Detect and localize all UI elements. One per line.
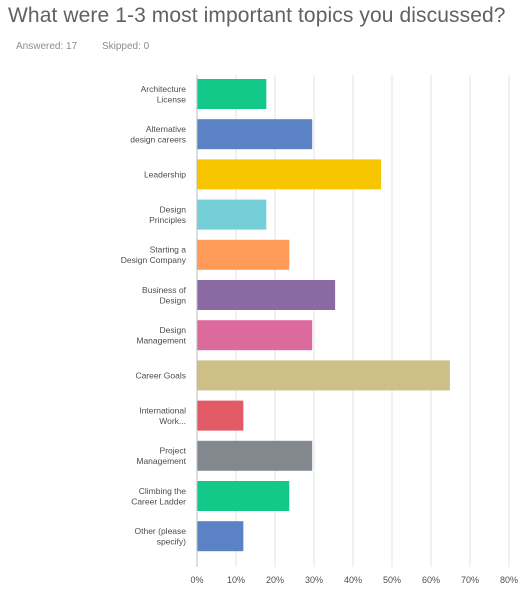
bar (197, 440, 313, 471)
bar (197, 79, 267, 109)
category-label: Career Goals (135, 370, 186, 380)
x-tick-label: 30% (305, 575, 323, 585)
x-tick-label: 70% (461, 575, 479, 585)
x-tick-label: 0% (190, 575, 203, 585)
category-label: International Work... (139, 405, 186, 426)
category-label: Leadership (144, 169, 186, 179)
bar (197, 280, 336, 310)
bar (197, 119, 313, 150)
response-summary: Answered: 17 Skipped: 0 (16, 41, 171, 52)
category-label: Architecture License (141, 84, 187, 105)
bar (197, 159, 382, 190)
category-label: Design Management (136, 325, 186, 346)
answered-count: Answered: 17 (16, 41, 78, 52)
category-label: Climbing the Career Ladder (131, 486, 186, 507)
category-label: Alternative design careers (130, 124, 186, 145)
bar (197, 521, 244, 552)
x-tick-label: 50% (383, 575, 401, 585)
skipped-count: Skipped: 0 (101, 41, 150, 52)
bar (197, 481, 290, 511)
survey-question-title: What were 1-3 most important topics you … (8, 4, 506, 27)
category-label: Design Principles (149, 204, 186, 225)
category-label: Project Management (136, 446, 186, 467)
x-tick-label: 10% (227, 575, 245, 585)
bar (197, 400, 244, 431)
bar (197, 360, 450, 391)
x-tick-label: 20% (266, 575, 284, 585)
bar (197, 239, 290, 270)
x-tick-label: 60% (422, 575, 440, 585)
bar (197, 320, 313, 351)
category-label: Starting a Design Company (121, 245, 187, 265)
category-label: Business of Design (142, 285, 187, 306)
bar (197, 199, 267, 230)
x-tick-label: 80% (500, 575, 518, 585)
x-tick-label: 40% (344, 575, 362, 585)
category-label: Other (please specify) (135, 526, 187, 547)
